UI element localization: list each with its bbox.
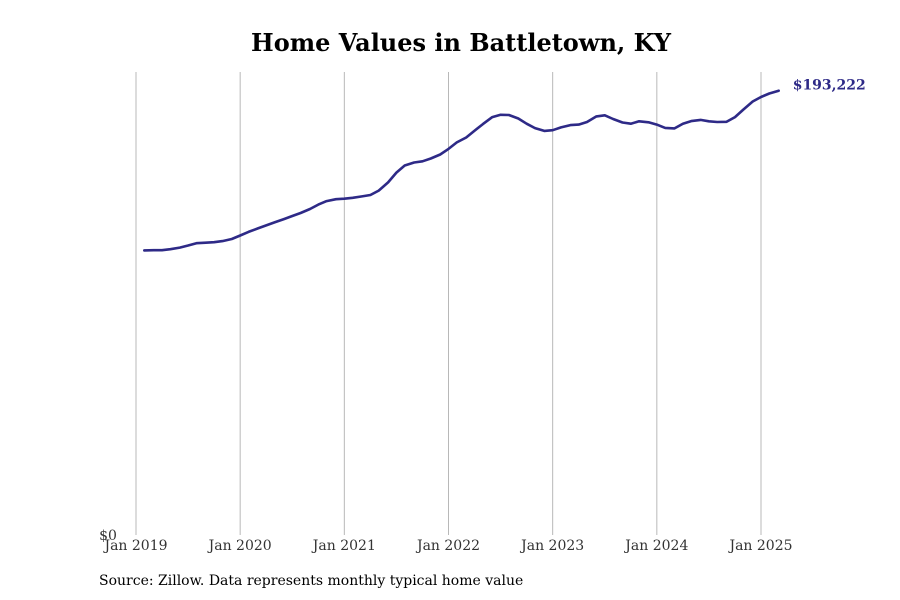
y-tick-label: $0 [99, 528, 117, 544]
x-tick-label: Jan 2024 [623, 538, 688, 554]
x-tick-label: Jan 2021 [311, 538, 376, 554]
x-tick-label: Jan 2023 [519, 538, 584, 554]
x-tick-label: Jan 2020 [207, 538, 272, 554]
last-value-label: $193,222 [793, 78, 866, 94]
label-layer: Jan 2019 Jan 2020 Jan 2021 Jan 2022 Jan 2023… [99, 78, 866, 554]
x-tick-label: Jan 2019 [102, 538, 167, 554]
x-tick-label: Jan 2025 [727, 538, 792, 554]
chart-title: Home Values in Battletown, KY [251, 28, 671, 57]
source-note: Source: Zillow. Data represents monthly … [99, 573, 524, 589]
series-layer [143, 89, 780, 252]
grid-lines [135, 72, 762, 535]
x-tick-label: Jan 2022 [415, 538, 480, 554]
series-line [143, 89, 780, 252]
